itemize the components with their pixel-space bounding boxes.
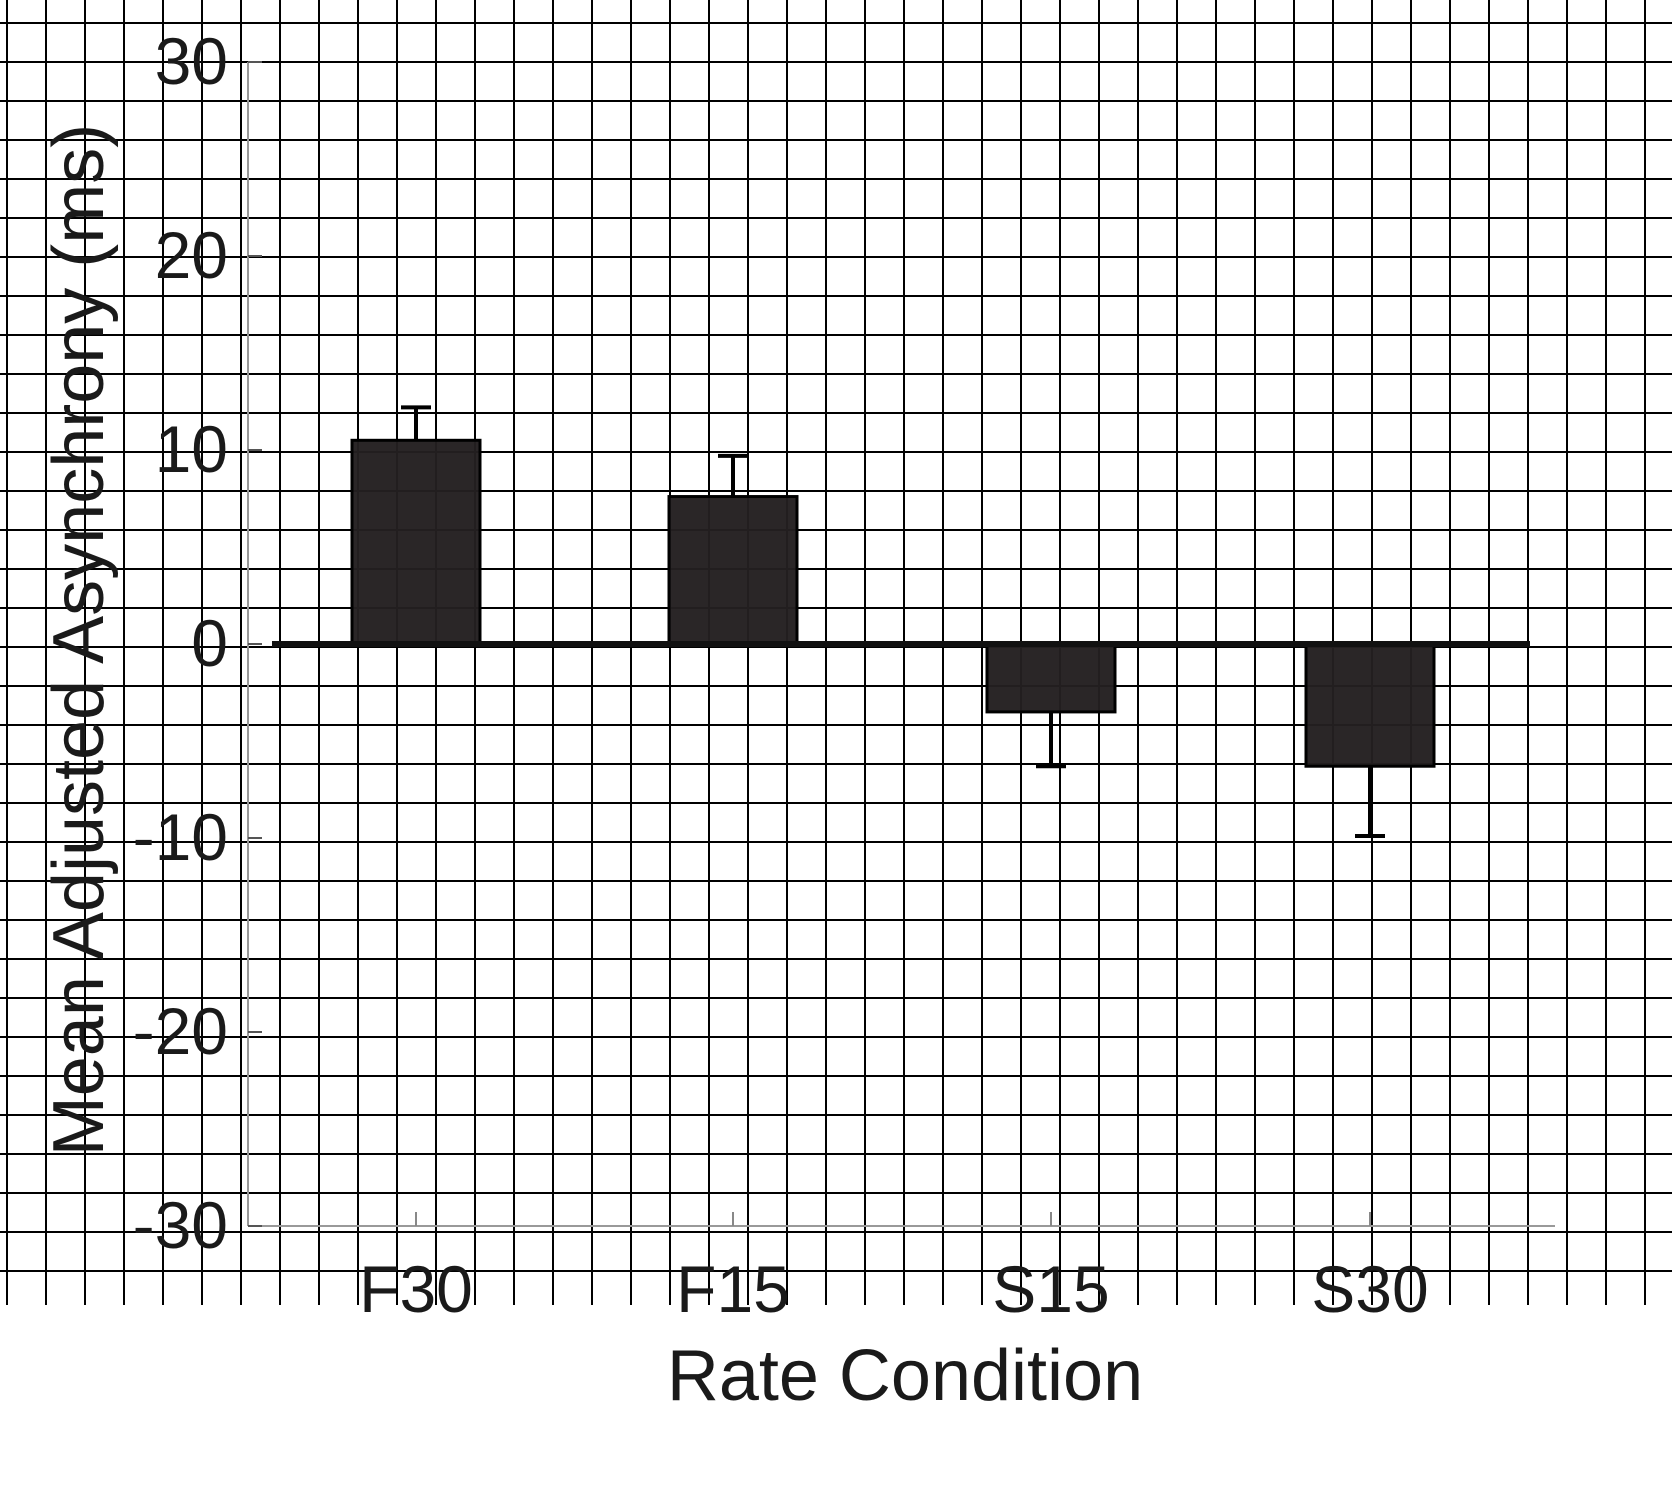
y-tick-label: -20 <box>133 994 228 1068</box>
y-axis-label: Mean Adjusted Asynchrony (ms) <box>39 124 119 1156</box>
axes <box>247 61 1555 1227</box>
tick-labels: 30 20 10 0 -10 -20 -30 F30 F15 S15 S30 <box>133 24 1429 1326</box>
x-tick-label: S15 <box>992 1252 1109 1326</box>
y-tick-label: 30 <box>155 24 228 98</box>
x-axis-label: Rate Condition <box>667 1336 1143 1416</box>
y-tick-label: 10 <box>155 412 228 486</box>
y-tick-label: -30 <box>133 1188 228 1262</box>
bars <box>350 438 1436 768</box>
x-tick-label: F15 <box>676 1252 790 1326</box>
bar-f30 <box>350 438 482 646</box>
x-tick-label: F30 <box>359 1252 473 1326</box>
bar-f15 <box>667 495 799 646</box>
bar-s30 <box>1304 642 1436 768</box>
bar-s15 <box>985 642 1117 714</box>
y-tick-label: 0 <box>191 606 228 680</box>
y-tick-label: 20 <box>155 218 228 292</box>
y-tick-label: -10 <box>133 800 228 874</box>
x-tick-label: S30 <box>1311 1252 1428 1326</box>
grid <box>0 0 1672 1305</box>
error-bars <box>272 405 1530 839</box>
